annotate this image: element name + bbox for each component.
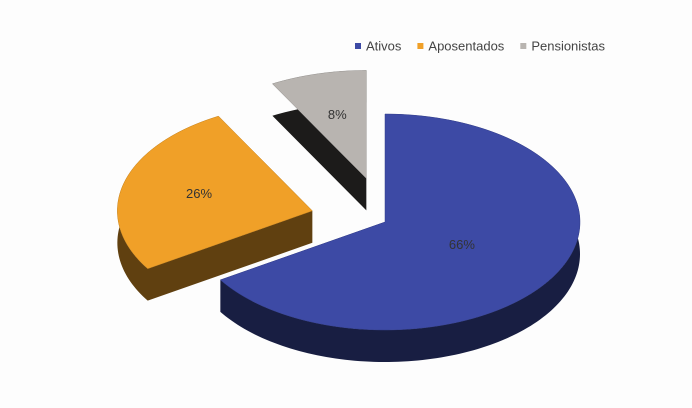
legend-label: Ativos (366, 38, 402, 53)
data-label: 66% (449, 237, 475, 252)
legend-marker (520, 43, 527, 49)
legend-marker (355, 43, 361, 49)
legend-marker (417, 43, 424, 49)
slice (117, 115, 313, 269)
slice (271, 70, 367, 180)
data-label: 8% (328, 107, 347, 122)
slice (219, 113, 581, 331)
legend-label: Pensionistas (531, 38, 605, 53)
legend-label: Aposentados (428, 38, 504, 53)
data-label: 26% (186, 186, 212, 201)
